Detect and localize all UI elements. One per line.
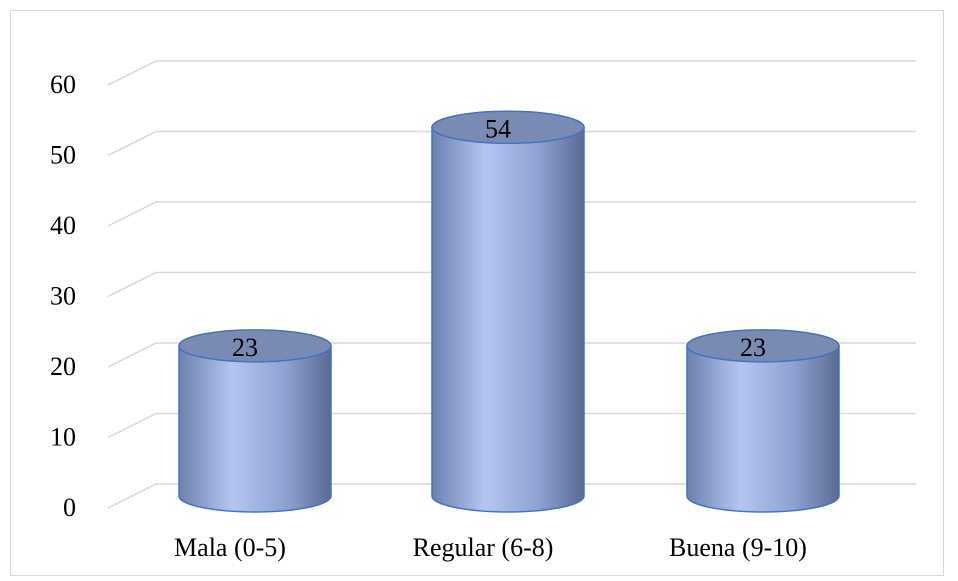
bar-body: [178, 345, 332, 513]
gridline: [107, 60, 916, 86]
bar-top: [178, 329, 332, 363]
x-axis: Mala (0-5) Regular (6-8) Buena (9-10): [174, 533, 807, 562]
x-category-label: Mala (0-5): [174, 533, 286, 562]
bar: 54: [431, 110, 585, 513]
y-tick-label: 50: [50, 141, 76, 170]
y-tick-label: 40: [50, 211, 76, 240]
y-tick-label: 0: [63, 493, 76, 522]
data-label: 54: [485, 114, 511, 143]
x-category-label: Regular (6-8): [413, 533, 554, 562]
bar-top: [686, 329, 840, 363]
y-tick-label: 10: [50, 423, 76, 452]
bar-top: [431, 110, 585, 145]
y-tick-label: 30: [50, 282, 76, 311]
y-tick-label: 60: [50, 70, 76, 99]
bars: 23 54 23: [178, 110, 840, 513]
bar-body: [431, 126, 585, 513]
x-category-label: Buena (9-10): [669, 533, 807, 562]
data-label: 23: [232, 333, 258, 362]
bar-body: [686, 345, 840, 513]
bar: 23: [178, 329, 332, 513]
y-tick-label: 20: [50, 352, 76, 381]
bar: 23: [686, 329, 840, 513]
y-axis: 0 10 20 30 40 50 60: [50, 70, 76, 522]
data-label: 23: [740, 333, 766, 362]
